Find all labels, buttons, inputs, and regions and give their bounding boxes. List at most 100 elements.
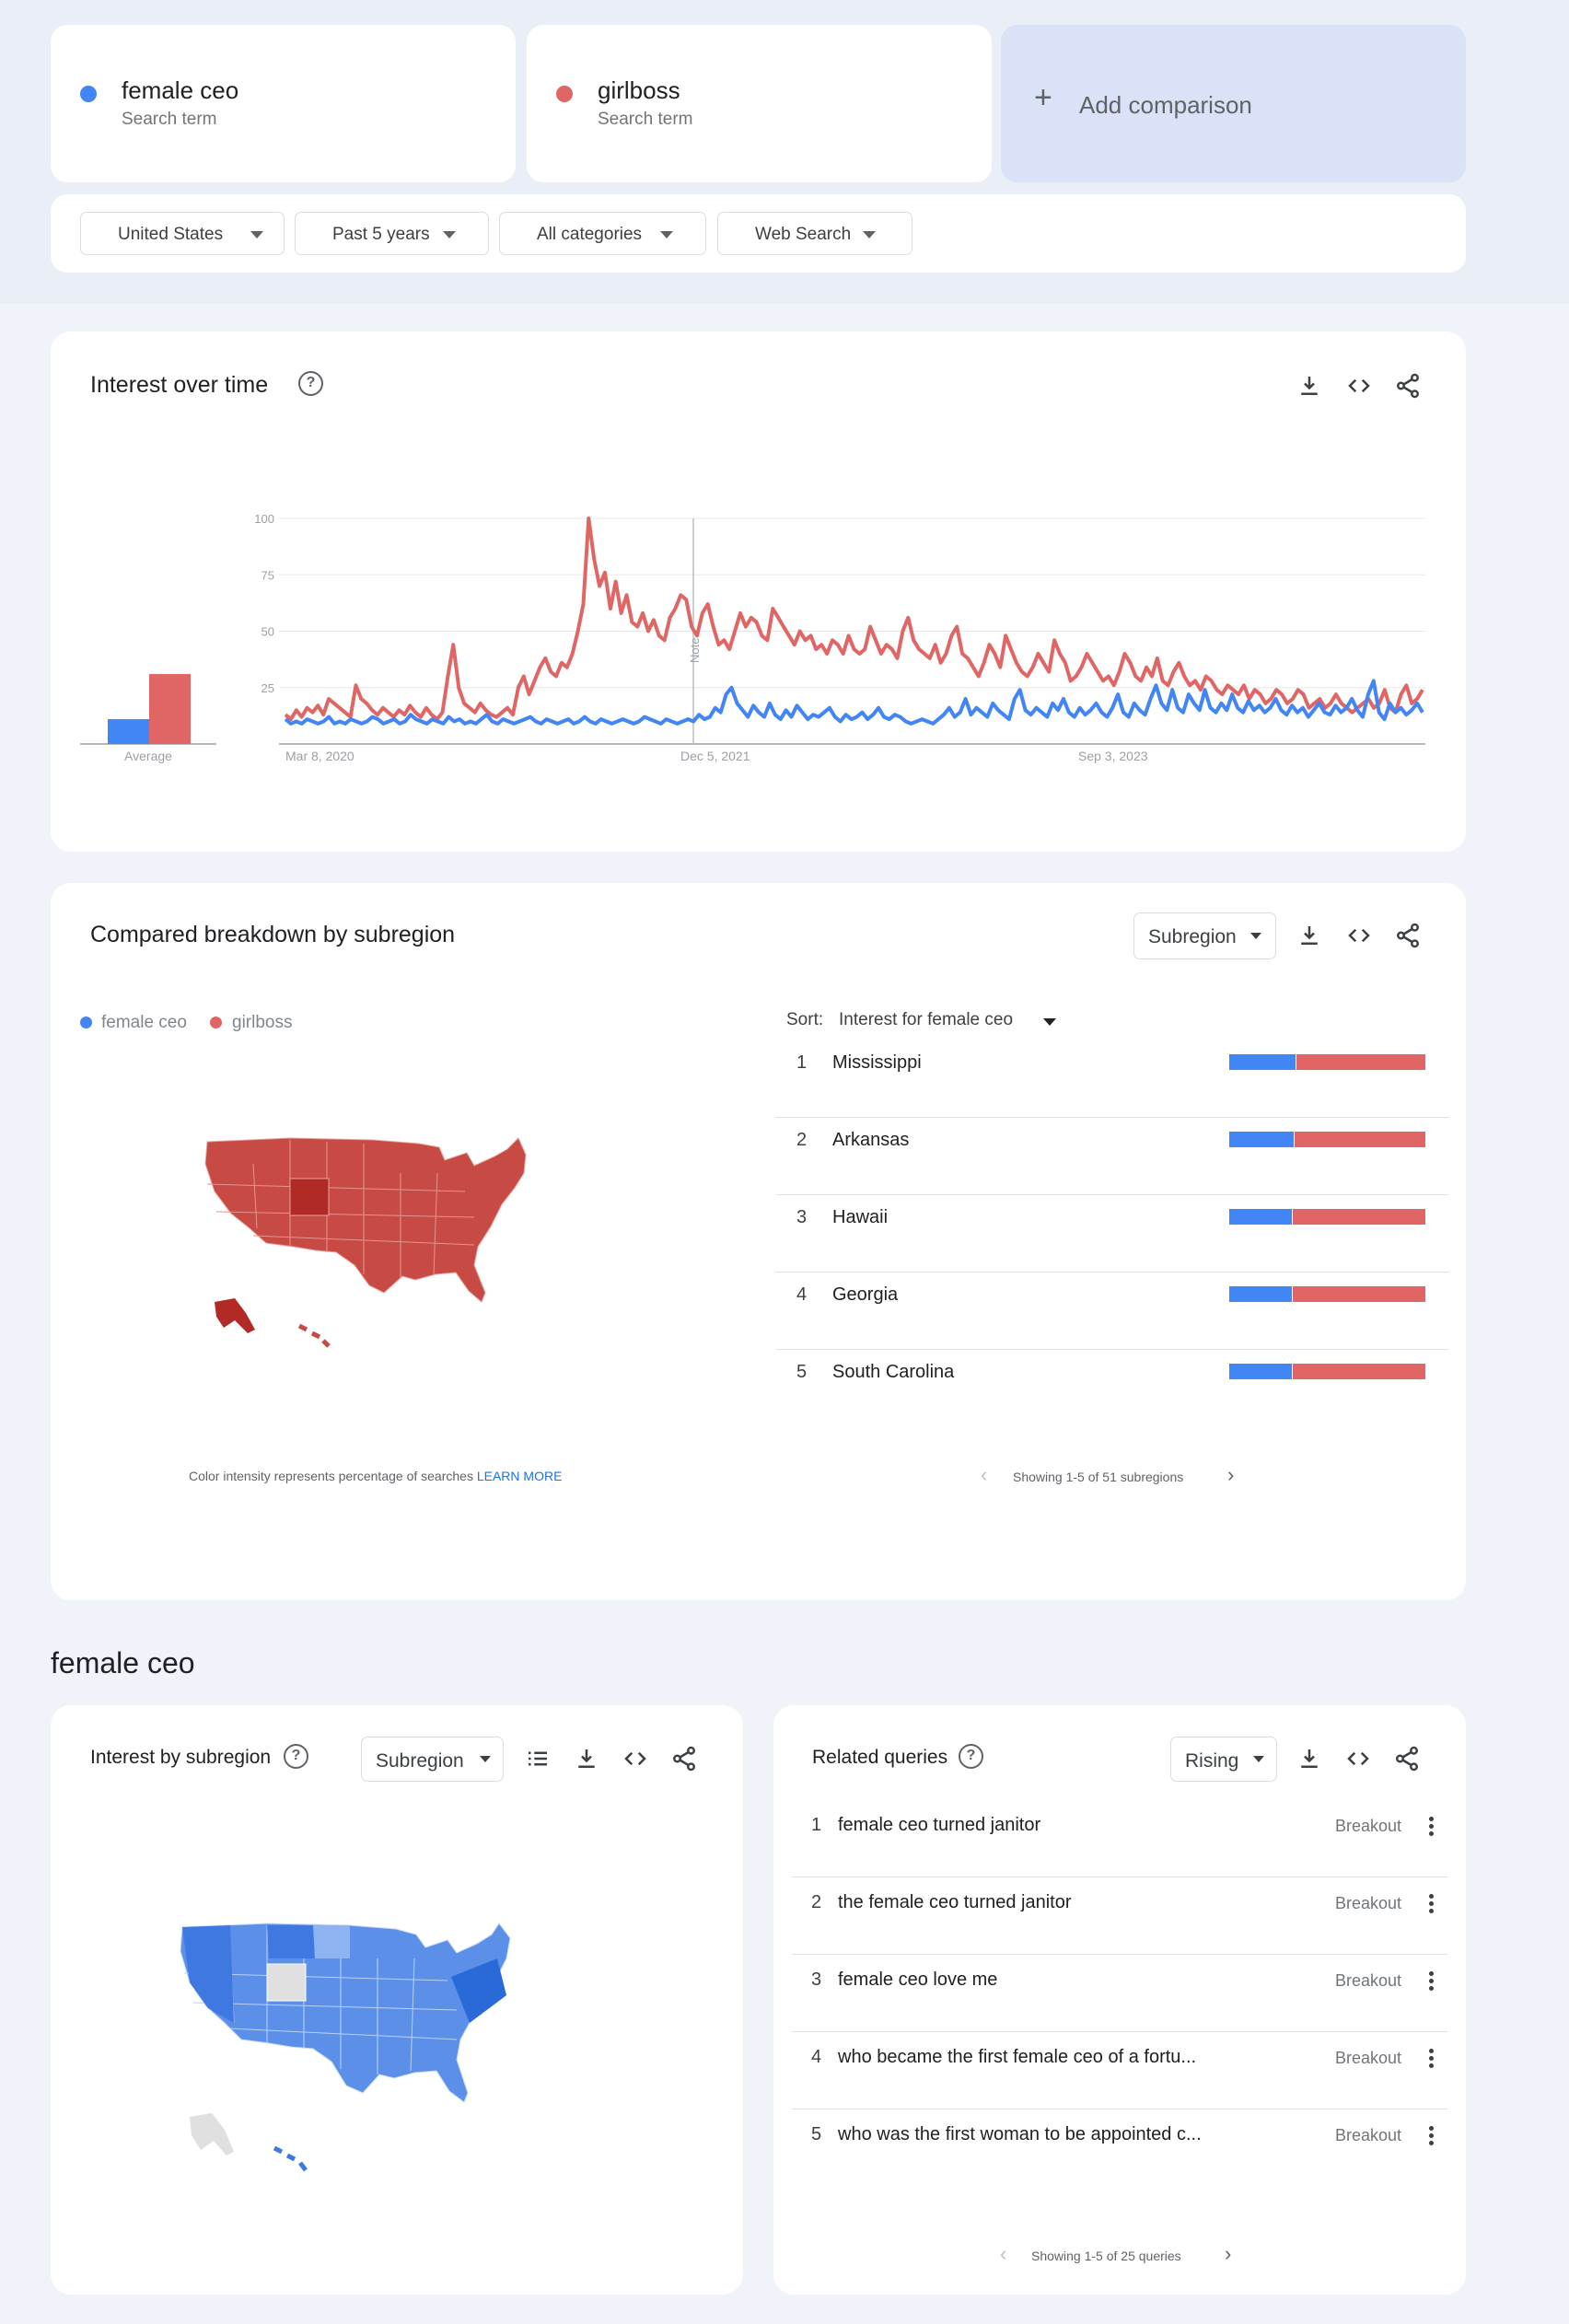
category-filter[interactable]: All categories xyxy=(499,212,706,255)
row-divider xyxy=(792,2031,1447,2032)
us-map-compared[interactable] xyxy=(198,1136,603,1348)
add-comparison-label: Add comparison xyxy=(1079,91,1252,119)
more-options-icon[interactable] xyxy=(1429,1971,1435,1993)
note-marker-label[interactable]: Note xyxy=(688,638,702,663)
chart-grid xyxy=(279,517,1425,745)
caret-down-icon xyxy=(443,231,456,238)
term-name[interactable]: girlboss xyxy=(598,76,680,104)
chevron-right-icon[interactable]: › xyxy=(1227,1463,1235,1486)
wyoming-highlight[interactable] xyxy=(289,1178,330,1216)
row-divider xyxy=(792,1954,1447,1955)
share-icon[interactable] xyxy=(1394,922,1422,949)
row-rank: 5 xyxy=(796,1362,808,1382)
download-icon[interactable] xyxy=(1296,1745,1323,1772)
region-filter[interactable]: United States xyxy=(80,212,285,255)
row-subregion-name[interactable]: Hawaii xyxy=(832,1207,889,1227)
query-rank: 5 xyxy=(811,2124,822,2144)
term-name[interactable]: female ceo xyxy=(122,76,239,104)
chart-series xyxy=(284,517,1424,726)
download-icon[interactable] xyxy=(1296,372,1323,400)
sort-value[interactable]: Interest for female ceo xyxy=(839,1010,1014,1029)
hawaii-region[interactable] xyxy=(297,1323,331,1348)
region-filter-label: United States xyxy=(118,225,224,244)
wyoming-no-data[interactable] xyxy=(266,1963,307,2002)
chevron-right-icon[interactable]: › xyxy=(1225,2242,1232,2265)
download-icon[interactable] xyxy=(1296,922,1323,949)
subregion-dropdown[interactable]: Subregion xyxy=(1133,912,1276,959)
more-options-icon[interactable] xyxy=(1429,1894,1435,1916)
interest-over-time-card: Interest over time ? Average 100 75 50 25 M… xyxy=(51,331,1466,852)
row-subregion-name[interactable]: Georgia xyxy=(832,1284,899,1305)
help-icon[interactable]: ? xyxy=(284,1744,308,1769)
time-filter-label: Past 5 years xyxy=(332,225,430,244)
row-divider xyxy=(776,1194,1448,1195)
time-filter[interactable]: Past 5 years xyxy=(295,212,489,255)
filter-bar: United States Past 5 years All categorie… xyxy=(51,194,1466,273)
map-footnote-text: Color intensity represents percentage of… xyxy=(189,1469,473,1483)
legend-dot-girlboss xyxy=(210,1017,222,1028)
bar-girlboss xyxy=(1296,1054,1425,1070)
y-tick-label: 25 xyxy=(262,681,274,695)
share-icon[interactable] xyxy=(1394,372,1422,400)
more-options-icon[interactable] xyxy=(1429,2049,1435,2071)
chevron-left-icon[interactable]: ‹ xyxy=(981,1463,988,1486)
x-tick-label: Dec 5, 2021 xyxy=(680,749,750,763)
embed-icon[interactable] xyxy=(622,1745,649,1772)
row-rank: 1 xyxy=(796,1052,808,1073)
caret-down-icon[interactable] xyxy=(1043,1018,1056,1026)
caret-down-icon xyxy=(863,231,876,238)
share-icon[interactable] xyxy=(670,1745,698,1772)
more-options-icon[interactable] xyxy=(1429,2126,1435,2148)
alaska-region[interactable] xyxy=(215,1298,255,1333)
list-view-icon[interactable] xyxy=(524,1745,552,1772)
help-icon[interactable]: ? xyxy=(959,1744,983,1769)
add-comparison-button[interactable]: + Add comparison xyxy=(1001,25,1466,182)
caret-down-icon xyxy=(660,231,673,238)
bar-girlboss xyxy=(1293,1286,1425,1302)
series-line-girlboss[interactable] xyxy=(284,517,1424,722)
chevron-left-icon[interactable]: ‹ xyxy=(1000,2242,1007,2265)
caret-down-icon xyxy=(1250,933,1261,939)
embed-icon[interactable] xyxy=(1345,372,1373,400)
legend-label-girlboss: girlboss xyxy=(232,1013,293,1032)
help-icon[interactable]: ? xyxy=(298,371,323,396)
search-term-card-girlboss[interactable]: girlboss Search term xyxy=(527,25,992,182)
search-type-filter[interactable]: Web Search xyxy=(717,212,912,255)
series-line-female-ceo[interactable] xyxy=(284,679,1424,726)
embed-icon[interactable] xyxy=(1344,1745,1372,1772)
share-icon[interactable] xyxy=(1393,1745,1421,1772)
query-rank: 4 xyxy=(811,2047,822,2067)
hawaii-region[interactable] xyxy=(273,2145,308,2172)
average-bar[interactable] xyxy=(149,674,191,744)
learn-more-link[interactable]: LEARN MORE xyxy=(476,1469,563,1483)
interest-over-time-chart: Average 100 75 50 25 Mar 8, 2020 Dec 5, 2021… xyxy=(80,512,1425,763)
rising-dropdown[interactable]: Rising xyxy=(1170,1737,1277,1782)
more-options-icon[interactable] xyxy=(1429,1817,1435,1839)
average-bar[interactable] xyxy=(108,719,149,744)
x-tick-label: Sep 3, 2023 xyxy=(1078,749,1148,763)
average-label: Average xyxy=(124,749,172,763)
query-text[interactable]: who became the first female ceo of a for… xyxy=(838,2047,1197,2067)
bar-female-ceo xyxy=(1229,1364,1292,1379)
subregion-dropdown[interactable]: Subregion xyxy=(361,1737,504,1782)
y-tick-label: 50 xyxy=(262,625,274,639)
embed-icon[interactable] xyxy=(1345,922,1373,949)
alaska-no-data[interactable] xyxy=(190,2113,234,2156)
search-type-filter-label: Web Search xyxy=(755,225,852,244)
subregion-dropdown-label: Subregion xyxy=(1148,926,1237,947)
row-subregion-name[interactable]: Arkansas xyxy=(832,1130,910,1150)
caret-down-icon xyxy=(250,231,263,238)
row-subregion-name[interactable]: South Carolina xyxy=(832,1362,955,1382)
search-term-card-female-ceo[interactable]: female ceo Search term xyxy=(51,25,516,182)
download-icon[interactable] xyxy=(573,1745,600,1772)
query-text[interactable]: who was the first woman to be appointed … xyxy=(838,2124,1202,2144)
y-tick-label: 75 xyxy=(262,568,274,582)
query-text[interactable]: female ceo turned janitor xyxy=(838,1815,1041,1835)
row-subregion-name[interactable]: Mississippi xyxy=(832,1052,922,1073)
query-text[interactable]: female ceo love me xyxy=(838,1970,998,1990)
query-text[interactable]: the female ceo turned janitor xyxy=(838,1892,1072,1912)
plus-icon: + xyxy=(1034,80,1052,115)
us-map-female-ceo[interactable] xyxy=(175,1922,599,2198)
query-value: Breakout xyxy=(1335,2126,1402,2144)
queries-pager: Showing 1-5 of 25 queries xyxy=(1031,2248,1181,2263)
